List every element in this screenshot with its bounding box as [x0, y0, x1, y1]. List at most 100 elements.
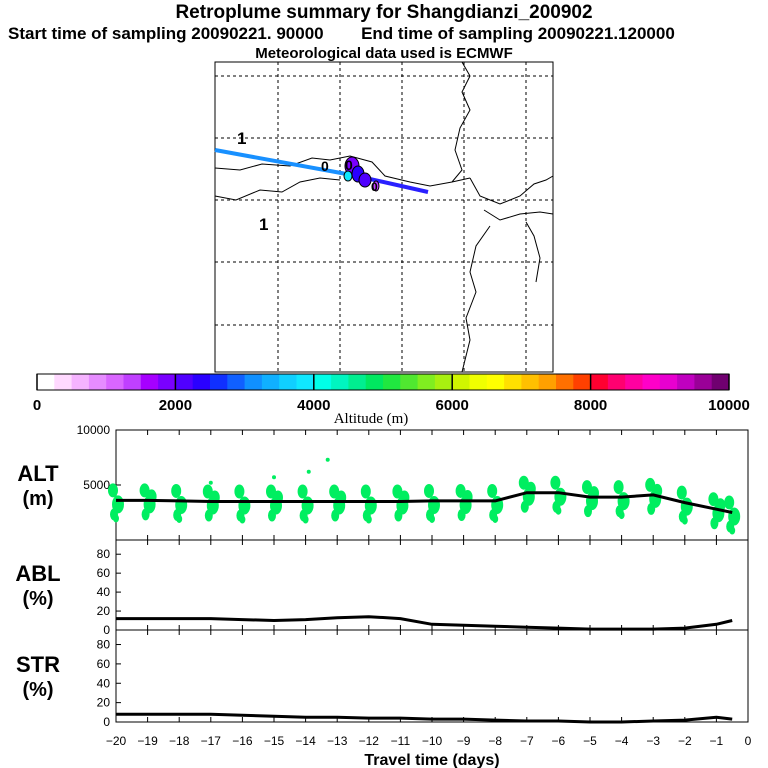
scatter-point	[298, 485, 308, 499]
scatter-point	[424, 484, 434, 498]
colorbar-tick-label: 0	[33, 397, 41, 414]
scatter-point	[268, 510, 276, 522]
series-line	[116, 617, 732, 629]
cluster-zero-2: 0	[345, 157, 353, 173]
scatter-point	[307, 470, 311, 474]
x-tick-label: −18	[169, 734, 190, 748]
scatter-point	[487, 484, 497, 498]
colorbar-swatch	[452, 374, 470, 390]
x-tick-label: −11	[391, 734, 411, 748]
colorbar-tick-label: 2000	[159, 397, 192, 414]
x-tick-label: −8	[488, 734, 502, 748]
y-tick-label: 40	[97, 585, 111, 599]
scatter-point	[492, 515, 498, 523]
colorbar-swatch	[435, 374, 453, 390]
scatter-point	[458, 509, 466, 521]
time-series-panels: 500010000ALT(m)020406080ABL(%)020406080S…	[15, 423, 751, 768]
x-tick-label: −20	[106, 734, 127, 748]
scatter-point	[729, 527, 735, 535]
map-panel: 1 1 0 0 0	[215, 62, 553, 372]
colorbar-swatch	[175, 374, 193, 390]
colorbar-swatch	[677, 374, 695, 390]
scatter-point	[619, 511, 625, 519]
colorbar-swatch	[227, 374, 245, 390]
scatter-point	[361, 485, 371, 499]
scatter-point	[171, 484, 181, 498]
colorbar-tick-label: 4000	[297, 397, 330, 414]
cluster-label-2: 1	[259, 215, 268, 234]
scatter-point	[584, 505, 592, 517]
colorbar-swatch	[314, 374, 332, 390]
colorbar-swatch	[193, 374, 211, 390]
colorbar-swatch	[158, 374, 176, 390]
x-tick-label: −1	[710, 734, 724, 748]
y-axis-unit: (%)	[22, 588, 53, 610]
y-tick-label: 80	[97, 547, 111, 561]
colorbar-swatch	[72, 374, 90, 390]
scatter-point	[724, 496, 734, 510]
colorbar-swatch	[712, 374, 730, 390]
colorbar-swatch	[366, 374, 384, 390]
colorbar-swatch	[660, 374, 678, 390]
y-axis-unit: (m)	[22, 488, 53, 510]
scatter-point	[303, 516, 309, 524]
colorbar-swatch	[625, 374, 643, 390]
x-tick-label: −15	[264, 734, 285, 748]
x-tick-label: −5	[583, 734, 597, 748]
y-axis-label: ABL	[15, 561, 60, 586]
colorbar-title: Altitude (m)	[334, 411, 409, 427]
colorbar-tick-label: 8000	[574, 397, 607, 414]
colorbar-swatch	[643, 374, 661, 390]
y-tick-label: 40	[97, 676, 111, 690]
scatter-point	[710, 517, 718, 529]
colorbar-swatch	[141, 374, 159, 390]
y-tick-label: 10000	[77, 423, 111, 437]
colorbar-swatch	[383, 374, 401, 390]
scatter-point	[176, 515, 182, 523]
scatter-point	[272, 475, 276, 479]
x-tick-label: −6	[552, 734, 566, 748]
cluster-zero-3: 0	[371, 180, 378, 194]
colorbar-swatch	[54, 374, 72, 390]
colorbar-swatch	[279, 374, 297, 390]
colorbar-swatch	[418, 374, 436, 390]
scatter-point	[239, 516, 245, 524]
scatter-point	[682, 517, 688, 525]
y-axis-unit: (%)	[22, 679, 53, 701]
x-axis-label: Travel time (days)	[364, 752, 499, 768]
y-tick-label: 60	[97, 566, 111, 580]
colorbar-swatch	[487, 374, 505, 390]
colorbar-swatch	[262, 374, 280, 390]
x-tick-label: −14	[295, 734, 316, 748]
y-tick-label: 5000	[83, 478, 110, 492]
colorbar-tick-label: 6000	[436, 397, 469, 414]
y-tick-label: 20	[97, 696, 111, 710]
y-axis-label: ALT	[17, 461, 59, 486]
y-tick-label: 60	[97, 657, 111, 671]
colorbar-swatch	[573, 374, 591, 390]
scatter-point	[394, 510, 402, 522]
scatter-point	[521, 501, 529, 513]
y-tick-label: 80	[97, 638, 111, 652]
x-tick-label: −10	[422, 734, 443, 748]
x-tick-label: −16	[232, 734, 253, 748]
x-tick-label: −4	[615, 734, 629, 748]
x-tick-label: −17	[201, 734, 222, 748]
x-tick-label: −2	[678, 734, 692, 748]
altitude-colorbar: 0 2000 4000 6000 8000 10000Altitude (m)	[33, 374, 750, 427]
colorbar-swatch	[348, 374, 366, 390]
cluster-zero-1: 0	[321, 158, 329, 174]
x-tick-label: −7	[520, 734, 534, 748]
scatter-point	[326, 458, 330, 462]
cluster-label-1: 1	[237, 129, 246, 148]
colorbar-swatch	[591, 374, 609, 390]
panel-frame	[116, 630, 748, 722]
scatter-point	[331, 510, 339, 522]
x-tick-label: −13	[327, 734, 348, 748]
colorbar-swatch	[400, 374, 418, 390]
scatter-point	[108, 483, 118, 497]
x-tick-label: −19	[137, 734, 158, 748]
panel-str: 0 20 40 60 80 STR(%)	[16, 630, 748, 729]
y-tick-label: 20	[97, 604, 111, 618]
scatter-point	[142, 508, 150, 520]
